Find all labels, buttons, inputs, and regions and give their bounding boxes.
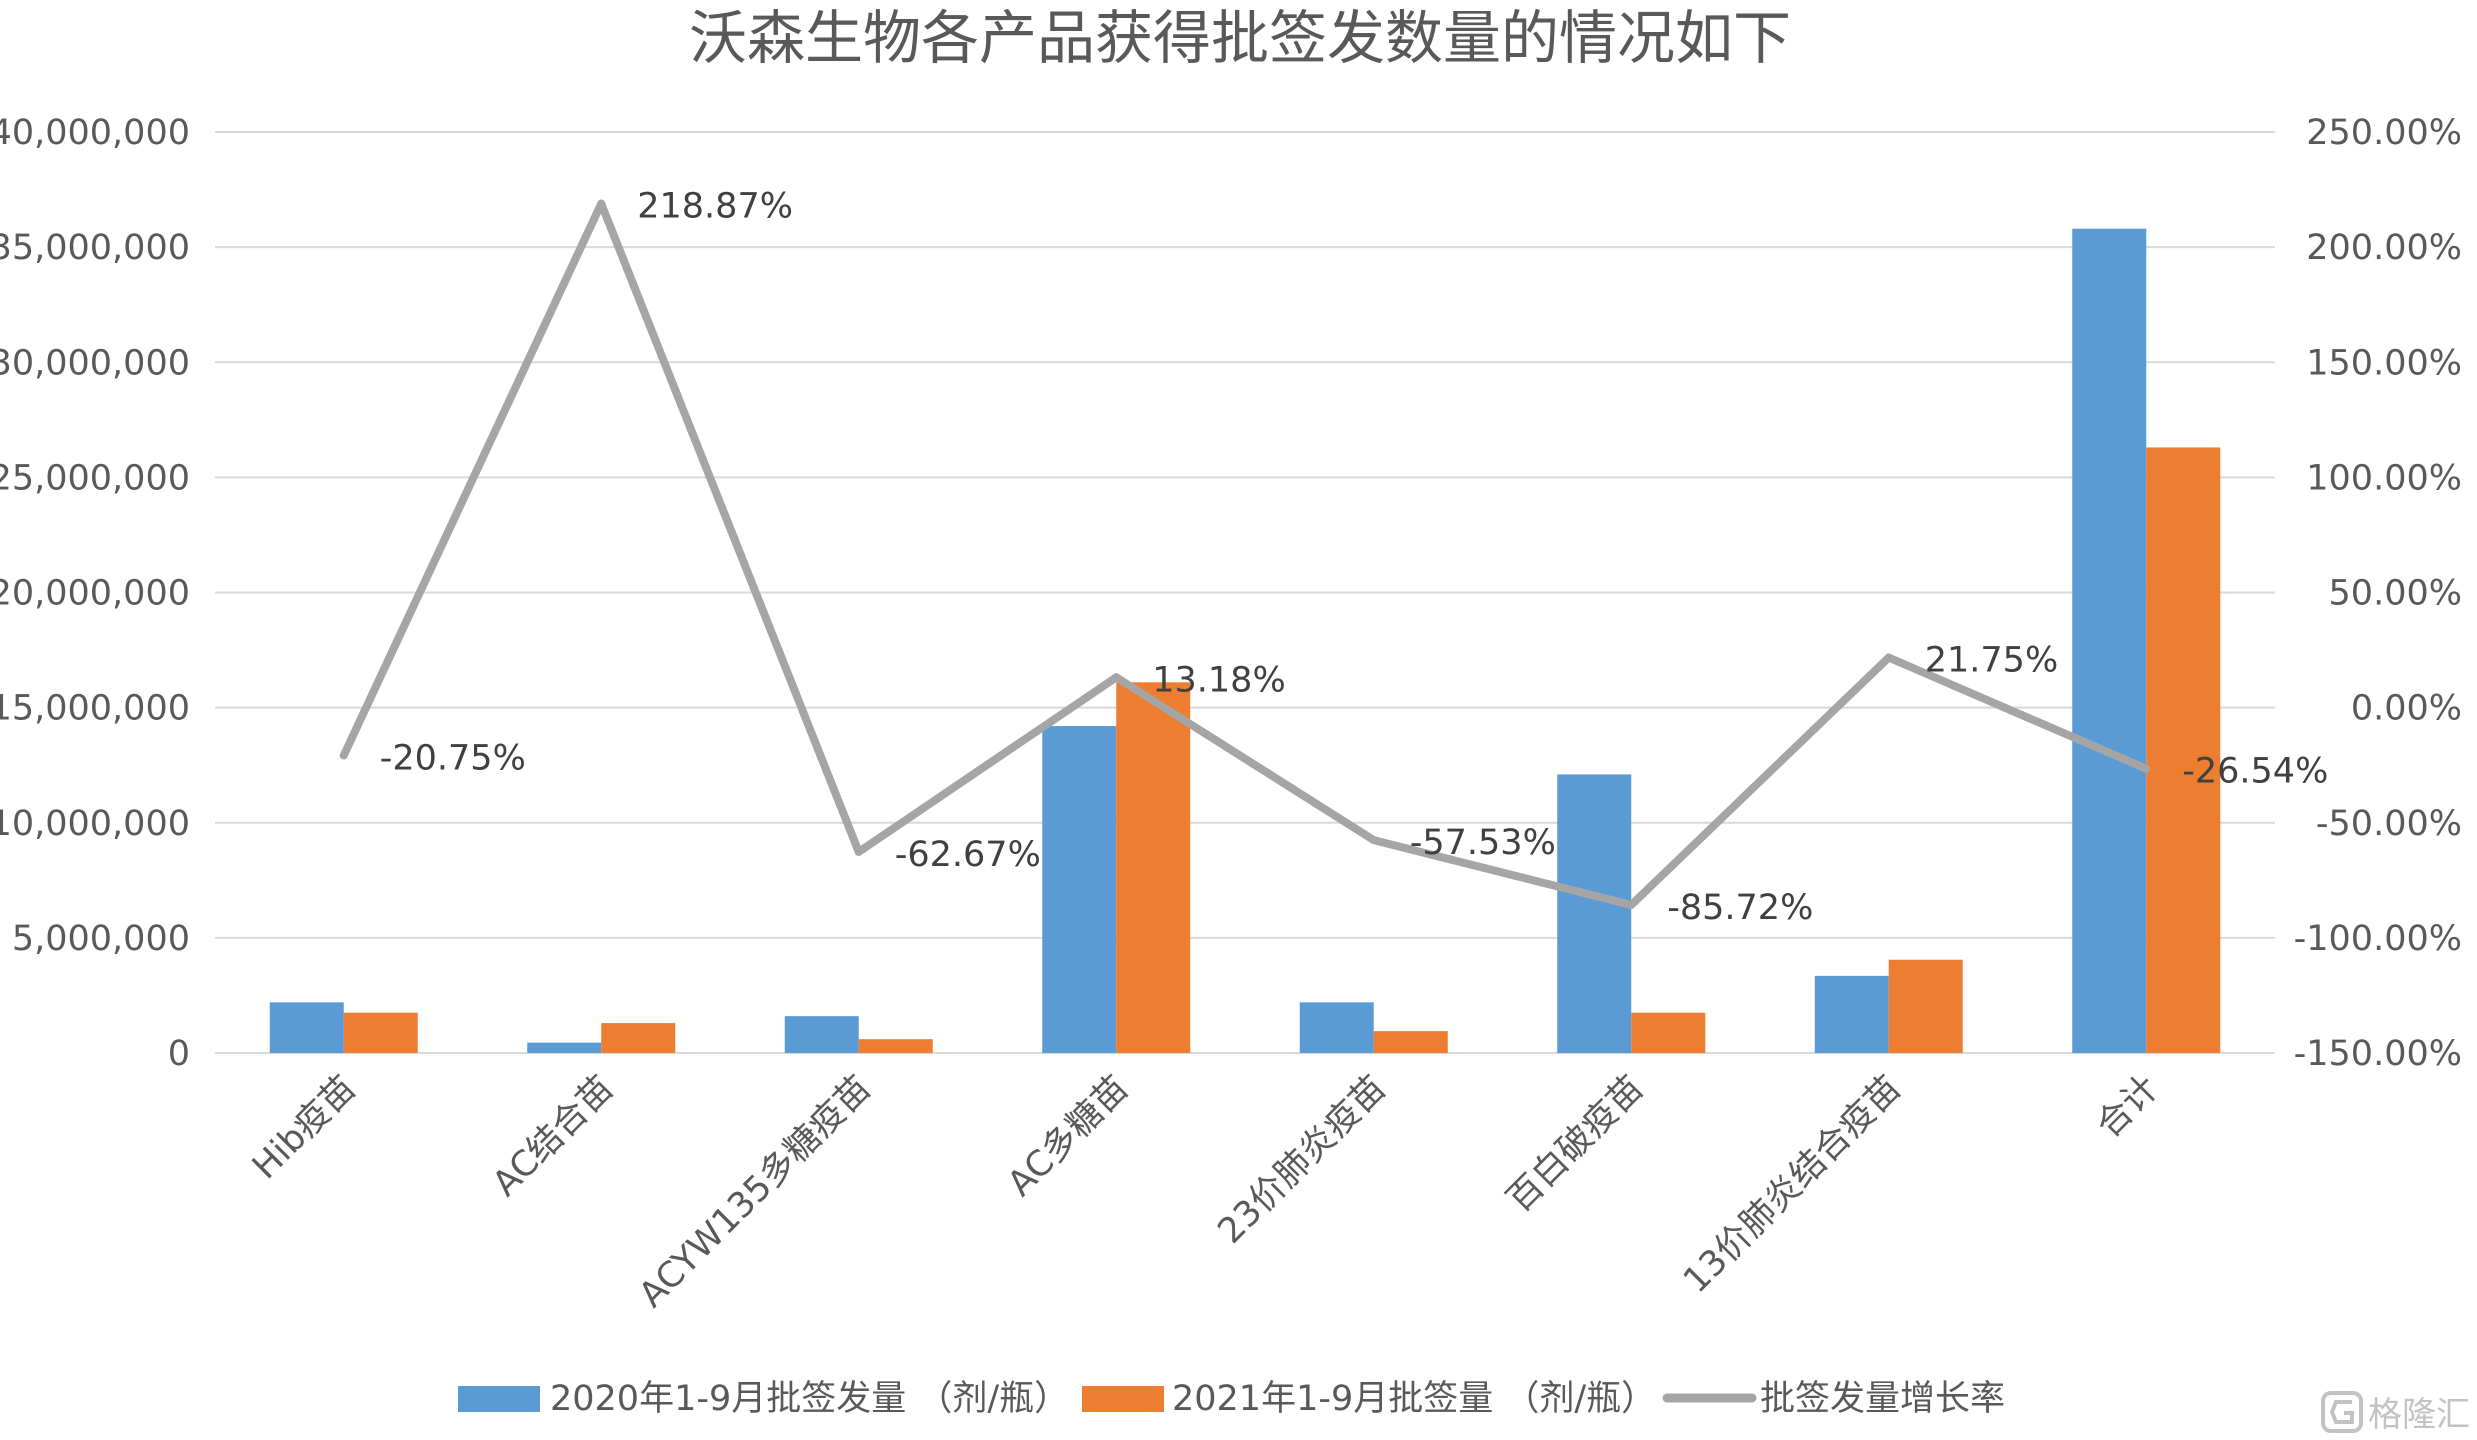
legend-label-growth: 批签发量增长率 bbox=[1760, 1379, 2005, 1419]
left-tick-label: 0 bbox=[168, 1034, 190, 1074]
legend-swatch-2020 bbox=[458, 1386, 540, 1412]
bar-2021 bbox=[343, 1012, 418, 1053]
bar-2020 bbox=[1042, 726, 1117, 1053]
gelonghui-logo-icon bbox=[2321, 1391, 2363, 1433]
right-tick-label: 150.00% bbox=[2306, 343, 2462, 383]
growth-data-label: 13.18% bbox=[1152, 660, 1285, 700]
right-tick-label: 200.00% bbox=[2306, 228, 2462, 268]
legend-swatch-2021 bbox=[1082, 1386, 1164, 1412]
left-tick-label: 35,000,000 bbox=[0, 228, 190, 268]
bar-2021 bbox=[2146, 447, 2221, 1053]
category-label: 13价肺炎结合疫苗 bbox=[1676, 1068, 1909, 1301]
right-tick-label: 0.00% bbox=[2351, 689, 2462, 729]
right-tick-label: 100.00% bbox=[2306, 458, 2462, 498]
bar-2020 bbox=[1814, 975, 1889, 1053]
category-label: AC结合苗 bbox=[485, 1068, 621, 1204]
watermark: 格隆汇 bbox=[2321, 1391, 2470, 1435]
right-tick-label: 250.00% bbox=[2306, 113, 2462, 153]
bar-2020 bbox=[1557, 774, 1632, 1053]
growth-data-label: -85.72% bbox=[1667, 888, 1813, 928]
left-tick-label: 20,000,000 bbox=[0, 574, 190, 614]
left-tick-label: 15,000,000 bbox=[0, 689, 190, 729]
bar-2020 bbox=[784, 1016, 859, 1053]
left-axis-ticks: 0 5,000,000 10,000,000 15,000,000 20,000,000… bbox=[0, 113, 190, 1074]
watermark-text: 格隆汇 bbox=[2368, 1395, 2470, 1435]
category-label: 23价肺炎疫苗 bbox=[1211, 1068, 1395, 1252]
legend: 2020年1-9月批签发量 （剂/瓶） 2021年1-9月批签量 （剂/瓶） 批… bbox=[458, 1379, 2005, 1419]
bar-2021 bbox=[1116, 682, 1191, 1053]
bar-2021 bbox=[1888, 959, 1963, 1053]
category-label: AC多糖苗 bbox=[1000, 1068, 1136, 1204]
growth-point bbox=[854, 847, 863, 856]
right-tick-label: -50.00% bbox=[2316, 804, 2462, 844]
growth-point bbox=[1112, 673, 1121, 682]
growth-point bbox=[1884, 653, 1893, 662]
bar-2021 bbox=[858, 1039, 933, 1053]
legend-label-2020: 2020年1-9月批签发量 （剂/瓶） bbox=[550, 1379, 1069, 1419]
growth-point bbox=[2142, 764, 2151, 773]
right-tick-label: 50.00% bbox=[2329, 574, 2462, 614]
category-label: Hib疫苗 bbox=[245, 1068, 364, 1187]
chart-title: 沃森生物各产品获得批签发数量的情况如下 bbox=[689, 4, 1791, 72]
left-tick-label: 40,000,000 bbox=[0, 113, 190, 153]
bars bbox=[269, 228, 2221, 1053]
bar-2020 bbox=[527, 1042, 602, 1053]
growth-line bbox=[339, 199, 2151, 909]
right-tick-label: -150.00% bbox=[2294, 1034, 2462, 1074]
bar-2020 bbox=[269, 1002, 344, 1053]
left-tick-label: 25,000,000 bbox=[0, 458, 190, 498]
bar-2020 bbox=[2072, 228, 2147, 1053]
growth-point bbox=[1369, 836, 1378, 845]
grid-lines bbox=[215, 131, 2275, 1054]
growth-point bbox=[1627, 900, 1636, 909]
growth-data-label: -20.75% bbox=[380, 738, 526, 778]
category-labels: Hib疫苗 AC结合苗 ACYW135多糖疫苗 AC多糖苗 23价肺炎疫苗 百白破疫苗 13… bbox=[245, 1068, 2166, 1315]
bar-2021 bbox=[1373, 1031, 1448, 1053]
category-label: ACYW135多糖疫苗 bbox=[632, 1068, 879, 1315]
category-label: 百白破疫苗 bbox=[1500, 1068, 1652, 1220]
growth-series-line bbox=[339, 199, 2151, 909]
left-tick-label: 5,000,000 bbox=[12, 919, 190, 959]
left-tick-label: 10,000,000 bbox=[0, 804, 190, 844]
right-axis-ticks: -150.00% -100.00% -50.00% 0.00% 50.00% 100.00… bbox=[2294, 113, 2462, 1074]
growth-data-label: -57.53% bbox=[1410, 823, 1556, 863]
category-label: 合计 bbox=[2089, 1068, 2167, 1146]
bar-2020 bbox=[1299, 1002, 1374, 1053]
growth-data-label: 218.87% bbox=[637, 187, 793, 227]
growth-data-label: -62.67% bbox=[895, 835, 1041, 875]
bar-2021 bbox=[1631, 1012, 1706, 1053]
legend-label-2021: 2021年1-9月批签量 （剂/瓶） bbox=[1172, 1379, 1656, 1419]
growth-point bbox=[339, 751, 348, 760]
left-tick-label: 30,000,000 bbox=[0, 343, 190, 383]
data-labels: -20.75% 218.87% -62.67% 13.18% -57.53% -85.72… bbox=[380, 187, 2329, 928]
growth-point bbox=[597, 199, 606, 208]
right-tick-label: -100.00% bbox=[2294, 919, 2462, 959]
bar-2021 bbox=[601, 1023, 676, 1053]
growth-data-label: 21.75% bbox=[1925, 641, 2058, 681]
growth-data-label: -26.54% bbox=[2182, 752, 2328, 792]
